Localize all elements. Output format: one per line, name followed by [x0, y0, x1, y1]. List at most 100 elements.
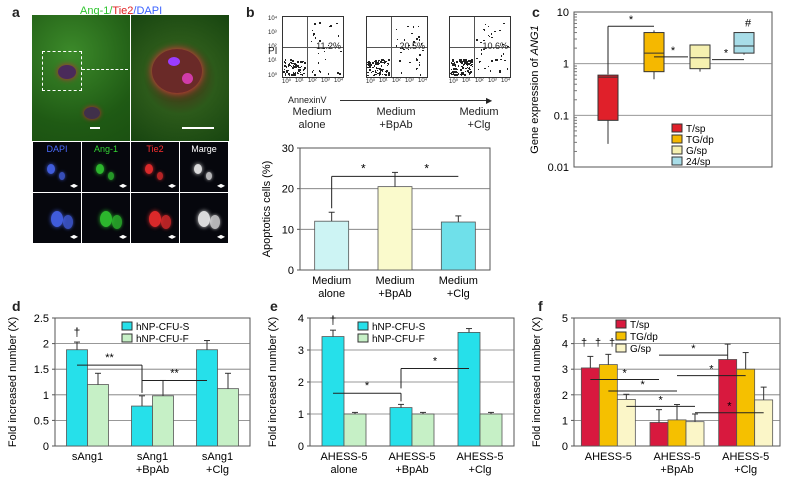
x-tick-label: Medium: [375, 275, 414, 287]
flow-y-tick: 10⁴: [268, 16, 278, 22]
flow-event: [368, 60, 370, 63]
legend-label: hNP-CFU-F: [136, 334, 189, 345]
flow-event: [409, 61, 411, 64]
flow-event: [382, 59, 384, 61]
flow-event: [330, 25, 332, 27]
flow-event: [323, 47, 325, 50]
scale-bar: [182, 127, 214, 129]
cell-stain: [194, 164, 202, 174]
flow-event: [381, 69, 383, 71]
flow-event: [336, 22, 338, 25]
flow-event: [483, 48, 485, 50]
cell-stain: [112, 215, 122, 229]
x-tick-label: AHESS-5: [320, 451, 367, 463]
flow-event: [296, 72, 299, 74]
flow-event: [284, 74, 287, 77]
flow-event: [384, 61, 387, 63]
flow-event: [461, 61, 463, 64]
flow-event: [464, 60, 466, 62]
x-tick-label: AHESS-5: [585, 451, 632, 463]
cell-nucleus: [168, 57, 180, 66]
flow-event: [290, 61, 292, 64]
flow-event: [381, 59, 383, 61]
flow-event: [403, 39, 406, 41]
tile-label: Ang-1: [93, 144, 119, 154]
flow-event: [387, 62, 389, 65]
legend-label: hNP-CFU-S: [136, 322, 190, 333]
micrograph-tile: Tie2 ◂▸: [131, 142, 179, 192]
flow-event: [379, 73, 382, 76]
flow-event: [418, 61, 421, 63]
significance-mark: *: [433, 356, 438, 368]
flow-event: [283, 65, 286, 67]
flow-event: [396, 38, 399, 41]
x-tick-label: +BpAb: [395, 464, 428, 476]
flow-caption-line: Medium: [292, 106, 332, 118]
flow-event: [319, 40, 321, 42]
flow-event: [382, 68, 384, 71]
flow-event: [310, 40, 313, 43]
flow-event: [369, 64, 371, 66]
significance-mark: *: [671, 45, 676, 57]
panel-f-label: f: [538, 298, 543, 314]
flow-event: [340, 50, 342, 53]
bar: [685, 421, 705, 447]
flow-event: [319, 71, 322, 73]
flow-event: [450, 73, 453, 76]
panel-e-label: e: [270, 298, 278, 314]
flow-event: [395, 45, 398, 47]
flow-event: [318, 70, 321, 72]
flow-event: [418, 64, 421, 66]
flow-y-tick: 10³: [268, 30, 277, 36]
quadrant-percent: 10.6%: [482, 41, 508, 51]
cell-cluster: [84, 107, 100, 119]
micrograph-tile: ◂▸: [82, 193, 130, 243]
flow-x-tick: 10²: [392, 78, 401, 84]
flow-event: [476, 39, 478, 41]
flow-event: [463, 62, 466, 65]
flow-event: [285, 70, 288, 72]
flow-x-tick: 10²: [475, 78, 484, 84]
flow-event: [380, 60, 382, 63]
flow-event: [288, 74, 291, 76]
y-tick-label: 1: [298, 409, 304, 421]
bar: [66, 349, 88, 447]
flow-y-tick: 10²: [268, 44, 277, 50]
flow-x-tick: 10¹: [462, 78, 471, 84]
flow-event: [496, 59, 499, 61]
legend-label: T/sp: [686, 124, 706, 135]
flow-event: [450, 72, 452, 75]
flow-event: [416, 38, 418, 40]
flow-event: [455, 71, 457, 73]
flow-event: [337, 35, 340, 37]
flow-event: [412, 44, 415, 46]
y-tick-label: 1: [43, 390, 49, 402]
y-tick-label: 0.1: [554, 110, 569, 122]
flow-event: [378, 74, 381, 76]
y-tick-label: 0: [43, 441, 49, 453]
panel-a-title-part: /DAPI: [133, 5, 163, 17]
flow-event: [400, 72, 403, 74]
flow-event: [459, 60, 461, 62]
cell-stain: [145, 164, 153, 174]
flow-event: [466, 64, 469, 67]
panel-b-label: b: [246, 4, 255, 20]
flow-event: [419, 54, 421, 56]
cell-stain: [51, 211, 63, 227]
flow-event: [373, 74, 375, 77]
flow-event: [380, 65, 383, 67]
micrograph-tile: DAPI ◂▸: [33, 142, 81, 192]
flow-x-tick: 10³: [488, 78, 497, 84]
quadrant-percent: 11.2%: [316, 41, 341, 51]
bar: [736, 368, 756, 447]
flow-event: [291, 74, 293, 76]
flow-event: [450, 62, 453, 64]
y-tick-label: 0: [562, 441, 568, 453]
flow-event: [413, 41, 415, 43]
flow-x-tick: 10¹: [295, 78, 304, 84]
legend-label: hNP-CFU-F: [372, 334, 425, 345]
flow-event: [337, 72, 339, 74]
flow-event: [378, 62, 380, 65]
chart-d: 0 0.5 1 1.5 2 2.5 Fold increased number (X) sAn…: [7, 313, 251, 476]
x-tick-label: +BpAb: [378, 288, 411, 300]
